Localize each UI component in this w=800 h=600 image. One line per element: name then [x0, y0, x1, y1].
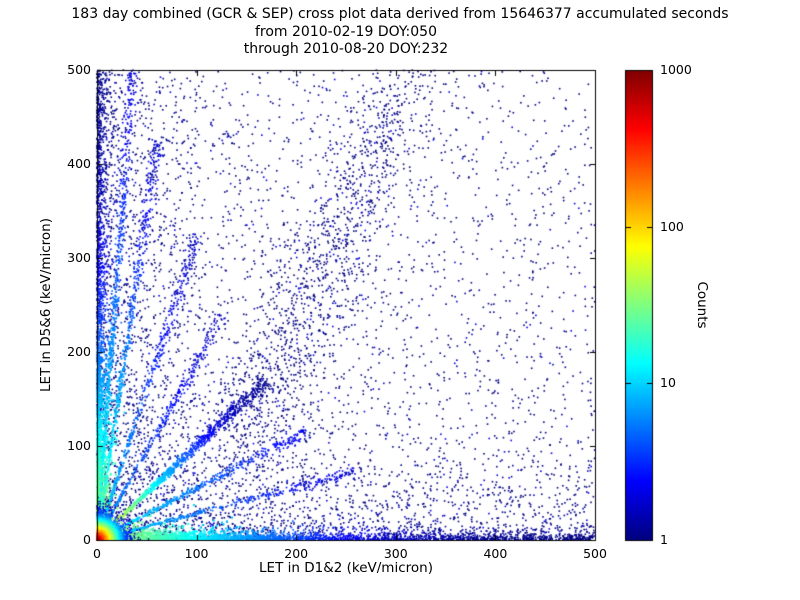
x-tick-label: 300 [383, 546, 408, 561]
chart-subtitle-through: through 2010-08-20 DOY:232 [243, 41, 449, 57]
x-axis-label: LET in D1&2 (keV/micron) [259, 560, 433, 576]
colorbar-label: Counts [694, 281, 710, 329]
y-tick-label: 200 [67, 344, 91, 359]
chart-title: 183 day combined (GCR & SEP) cross plot … [71, 6, 729, 22]
colorbar-tick-label: 100 [660, 218, 684, 234]
colorbar-tick-label: 10 [660, 375, 676, 391]
y-tick-label: 100 [67, 438, 91, 453]
x-tick-label: 200 [284, 546, 309, 561]
y-tick-label: 0 [83, 532, 91, 547]
y-axis-label: LET in D5&6 (keV/micron) [38, 218, 54, 392]
colorbar-tick-label: 1 [660, 532, 668, 547]
x-tick-label: 0 [93, 546, 101, 561]
y-tick-label: 300 [67, 250, 91, 265]
x-tick-label: 400 [483, 546, 508, 561]
x-tick-label: 500 [583, 546, 607, 561]
chart-subtitle-from: from 2010-02-19 DOY:050 [254, 24, 437, 40]
y-tick-label: 400 [67, 156, 91, 171]
colorbar-tick-label: 1000 [660, 62, 692, 77]
y-tick-label: 500 [67, 62, 91, 77]
x-tick-label: 100 [184, 546, 209, 561]
